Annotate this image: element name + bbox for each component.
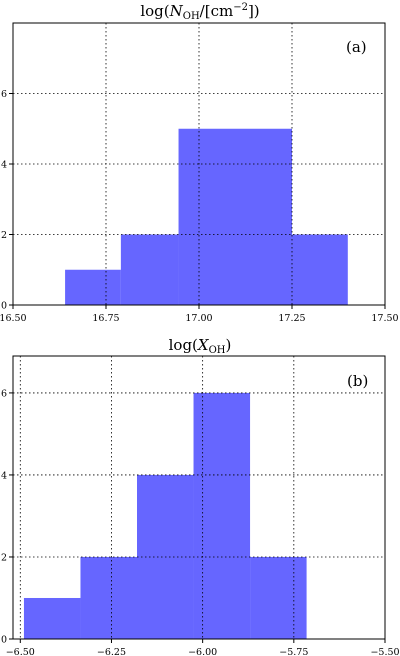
- y-tick-label: 4: [1, 470, 7, 481]
- histogram-bar: [250, 556, 307, 639]
- x-tick-label: −6.50: [6, 647, 35, 656]
- chart-title: log(NOH/[cm−2]): [140, 2, 259, 22]
- panel-a: 16.50 16.75 17.00 17.25 17.50 0 2 4 6 (a) log(NOH/…: [0, 2, 399, 324]
- panel-label: (a): [346, 38, 367, 56]
- histogram-bar: [65, 269, 121, 305]
- chart-title: log(XOH): [169, 336, 232, 356]
- histogram-bar: [292, 234, 348, 305]
- y-tick-label: 2: [1, 552, 7, 563]
- y-tick-label: 4: [1, 160, 7, 171]
- x-tick-label: 16.75: [92, 313, 119, 324]
- y-tick-label: 2: [1, 230, 7, 241]
- x-tick-label: −5.50: [370, 647, 399, 656]
- panel-b: −6.50 −6.25 −6.00 −5.75 −5.50 0 2 4 6 (b) log(XOH): [1, 336, 400, 656]
- y-tick-label: 6: [1, 89, 7, 100]
- x-tick-label: 16.50: [0, 313, 27, 324]
- x-tick-label: −5.75: [279, 647, 308, 656]
- x-tick-label: −6.00: [188, 647, 217, 656]
- y-tick-label: 0: [1, 301, 7, 312]
- histogram-bar: [80, 556, 137, 639]
- x-tick-label: −6.25: [97, 647, 126, 656]
- histogram-bar: [120, 234, 179, 305]
- panel-label: (b): [347, 372, 368, 390]
- histogram-bar: [178, 128, 292, 305]
- x-tick-label: 17.25: [278, 313, 305, 324]
- histogram-bar: [23, 597, 81, 639]
- x-tick-label: 17.00: [185, 313, 212, 324]
- x-tick-label: 17.50: [371, 313, 398, 324]
- y-tick-label: 0: [1, 635, 7, 646]
- y-tick-label: 6: [1, 388, 7, 399]
- axes-frame: [12, 355, 386, 640]
- histogram-bar: [193, 392, 251, 639]
